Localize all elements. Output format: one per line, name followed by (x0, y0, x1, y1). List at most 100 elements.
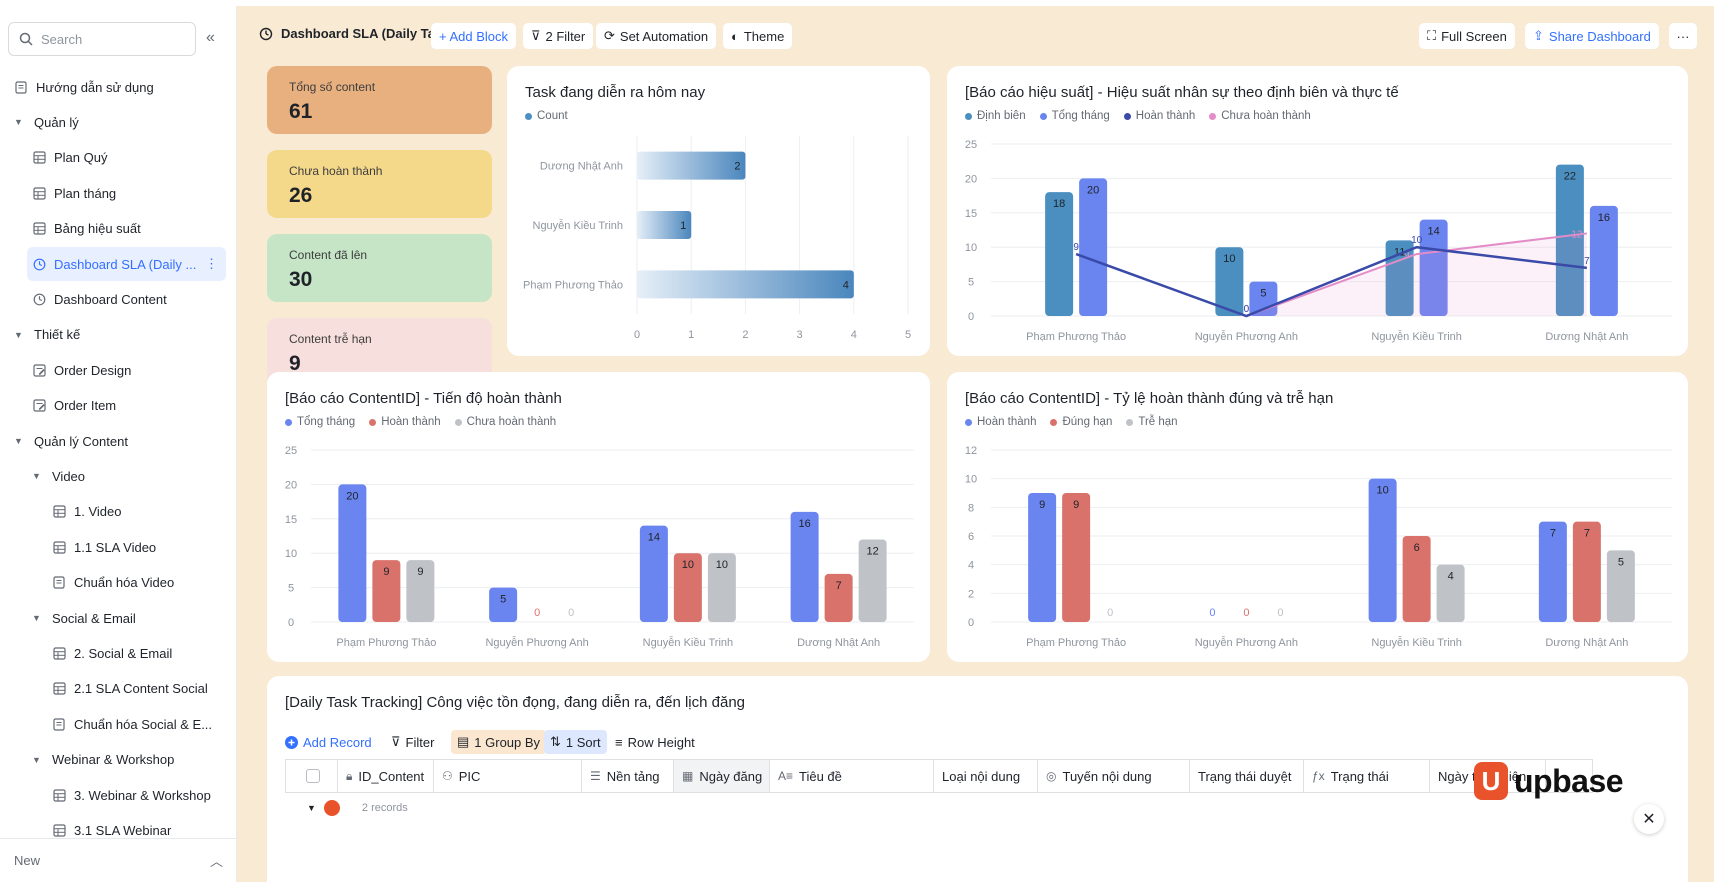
bar (637, 151, 746, 180)
sidebar-item[interactable]: 1. Video (0, 495, 230, 529)
more-vertical-icon[interactable]: ⋮ (205, 256, 218, 271)
sidebar-item[interactable]: ▼ Thiết kế (0, 318, 230, 352)
sidebar-item[interactable]: Plan Quý (0, 141, 230, 175)
column-header[interactable]: Loại nội dung (934, 760, 1038, 792)
sidebar-item[interactable]: 3.1 SLA Webinar (0, 813, 230, 847)
data-label: 2 (734, 161, 740, 173)
chart-legend: Định biên Tổng tháng Hoàn thành Chưa hoàn t… (965, 110, 1311, 122)
bar (372, 560, 401, 622)
legend-item[interactable]: Chưa hoàn thành (454, 416, 556, 428)
sidebar-item[interactable]: Chuẩn hóa Video (0, 566, 230, 600)
sidebar-item[interactable]: Chuẩn hóa Social & E... (0, 707, 230, 741)
sidebar-item-label: Order Design (54, 362, 132, 378)
legend-item[interactable]: Tổng tháng (285, 416, 355, 428)
category-label: Dương Nhật Anh (797, 637, 880, 649)
add-record-button[interactable]: Add Record (285, 730, 372, 754)
column-header[interactable]: A≡ Tiêu đề (770, 760, 934, 792)
sidebar-item[interactable]: ▼ Video (0, 459, 230, 493)
stat-value: 30 (289, 268, 313, 291)
sidebar-item[interactable]: ▼ Social & Email (0, 601, 230, 635)
share-dashboard-button[interactable]: ⇪ Share Dashboard (1525, 23, 1659, 49)
legend-item[interactable]: Count (525, 110, 568, 122)
sidebar-item[interactable]: Bảng hiệu suất (0, 212, 230, 246)
sidebar-item[interactable]: Hướng dẫn sử dụng (0, 70, 230, 104)
full-screen-button[interactable]: ⛶ Full Screen (1419, 23, 1515, 49)
caret-down-icon[interactable]: ▼ (32, 754, 41, 765)
sidebar-item[interactable]: Dashboard SLA (Daily ... ⋮ (27, 247, 226, 281)
select-all-checkbox[interactable] (286, 760, 338, 792)
tick-label: 25 (965, 139, 977, 151)
category-label: Nguyễn Kiều Trinh (533, 219, 624, 232)
data-label: 10 (1411, 235, 1423, 246)
data-label: 0 (1209, 607, 1215, 619)
column-header[interactable]: Trạng thái duyệt (1190, 760, 1304, 792)
sidebar-item[interactable]: ▼ Webinar & Workshop (0, 743, 230, 777)
legend-item[interactable]: Định biên (965, 110, 1026, 122)
task-today-card[interactable]: Task đang diễn ra hôm nay Count 0 1 2 3 4 5 Dư… (507, 66, 930, 356)
column-header[interactable]: ▦ Ngày đăng (674, 760, 770, 792)
close-button[interactable]: ✕ (1634, 804, 1664, 834)
legend-item[interactable]: Tổng tháng (1039, 110, 1110, 122)
stat-card[interactable]: Tổng số content 61 (267, 66, 492, 134)
legend-item[interactable]: Đúng hạn (1050, 416, 1112, 428)
legend-label: Hoàn thành (977, 416, 1037, 428)
search-input[interactable]: Search (8, 22, 196, 56)
legend-swatch (369, 418, 377, 426)
tick-label: 10 (285, 548, 297, 560)
progress-card[interactable]: [Báo cáo ContentID] - Tiến độ hoàn thành… (267, 372, 930, 662)
table-filter-button[interactable]: ⊽ Filter (391, 730, 434, 754)
legend-item[interactable]: Chưa hoàn thành (1209, 110, 1311, 122)
group-by-button[interactable]: ▤ 1 Group By (451, 730, 547, 754)
legend-item[interactable]: Hoàn thành (369, 416, 441, 428)
sidebar-item[interactable]: ▼ Quản lý (0, 105, 230, 139)
sidebar-item[interactable]: ▼ Quản lý Content (0, 424, 230, 458)
group-row[interactable]: ▼ 2 records (307, 800, 408, 816)
stat-value: 26 (289, 184, 313, 207)
caret-down-icon[interactable]: ▼ (32, 471, 41, 482)
category-label: Nguyễn Phương Anh (1195, 330, 1298, 343)
stat-card[interactable]: Content đã lên 30 (267, 234, 492, 302)
caret-down-icon[interactable]: ▼ (32, 613, 41, 623)
column-header[interactable]: ƒx Trạng thái (1304, 760, 1430, 792)
sidebar-item[interactable]: 3. Webinar & Workshop (0, 778, 230, 812)
sidebar-item[interactable]: Dashboard Content (0, 282, 230, 316)
sidebar-item[interactable]: Plan tháng (0, 176, 230, 210)
column-header[interactable]: ☰ Nền tảng (582, 760, 674, 792)
sidebar-item[interactable]: Order Item (0, 389, 230, 423)
legend-item[interactable]: Trễ hạn (1126, 416, 1178, 428)
filter-button[interactable]: ⊽ 2 Filter (523, 23, 594, 49)
caret-down-icon[interactable]: ▼ (14, 329, 23, 340)
sidebar-item[interactable]: 1.1 SLA Video (0, 530, 230, 564)
sidebar-item[interactable]: 2. Social & Email (0, 636, 230, 670)
column-header[interactable]: ◎ Tuyến nội dung (1038, 760, 1190, 792)
chevron-up-icon[interactable]: ︿ (209, 854, 223, 869)
column-header[interactable]: 🔒︎ ID_Content (338, 760, 434, 792)
data-label: 7 (1584, 256, 1590, 267)
caret-down-icon[interactable]: ▼ (307, 803, 316, 813)
set-automation-button[interactable]: ⟳ Set Automation (596, 23, 717, 49)
collapse-sidebar-icon[interactable]: « (206, 29, 215, 46)
performance-card[interactable]: [Báo cáo hiệu suất] - Hiệu suất nhân sự … (947, 66, 1688, 356)
caret-down-icon[interactable]: ▼ (14, 436, 23, 446)
more-options-button[interactable]: ··· (1669, 23, 1697, 49)
data-label: 0 (1277, 607, 1283, 619)
sort-button[interactable]: ⇅ 1 Sort (544, 730, 607, 754)
column-label: Ngày đăng (699, 768, 763, 784)
legend-label: Tổng tháng (1051, 110, 1110, 122)
sidebar-item[interactable]: 2.1 SLA Content Social (0, 672, 230, 706)
checkbox[interactable] (306, 769, 320, 783)
theme-button[interactable]: ◐ Theme (723, 23, 793, 49)
data-label: 12 (1571, 229, 1583, 240)
sidebar-item[interactable]: Order Design (0, 353, 230, 387)
add-block-button[interactable]: + Add Block (431, 23, 517, 49)
form-icon (32, 399, 46, 413)
table-icon (32, 186, 46, 200)
legend-item[interactable]: Hoàn thành (1123, 110, 1195, 122)
on-time-rate-card[interactable]: [Báo cáo ContentID] - Tỷ lệ hoàn thành đ… (947, 372, 1688, 662)
stat-card[interactable]: Chưa hoàn thành 26 (267, 150, 492, 218)
row-height-button[interactable]: ≡ Row Height (615, 730, 695, 754)
column-header[interactable]: ⚇ PIC (434, 760, 582, 792)
caret-down-icon[interactable]: ▼ (14, 117, 23, 128)
legend-item[interactable]: Hoàn thành (965, 416, 1036, 428)
sidebar-footer[interactable]: New ︿ (0, 838, 237, 882)
